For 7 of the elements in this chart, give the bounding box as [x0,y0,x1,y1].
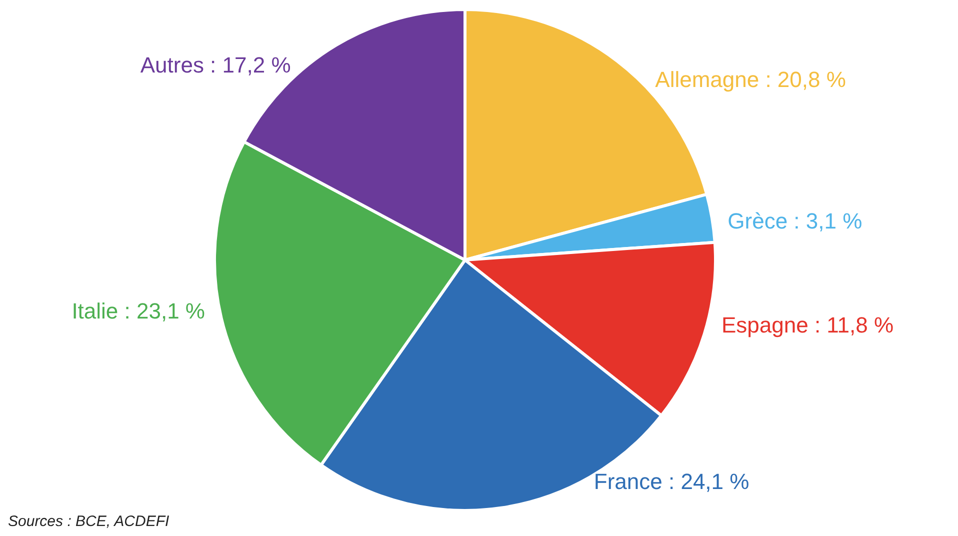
slice-label: Espagne : 11,8 % [721,312,894,338]
slice-label: Allemagne : 20,8 % [655,66,846,92]
slice-label: Italie : 23,1 % [72,298,206,324]
slice-label: Autres : 17,2 % [140,52,291,78]
slice-label: France : 24,1 % [594,469,750,494]
source-note: Sources : BCE, ACDEFI [8,513,170,530]
slice-label: Grèce : 3,1 % [728,208,862,234]
